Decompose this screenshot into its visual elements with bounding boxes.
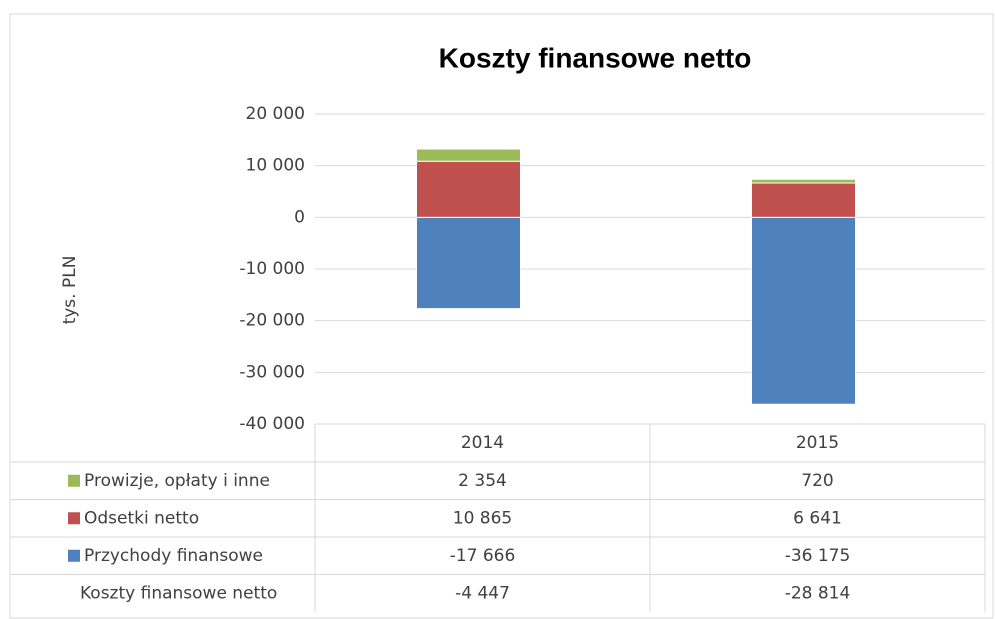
legend-swatch bbox=[68, 512, 80, 525]
y-tick-label: -10 000 bbox=[239, 259, 305, 279]
legend-swatch bbox=[68, 549, 80, 562]
legend-label: Odsetki netto bbox=[84, 508, 199, 528]
y-tick-label: -20 000 bbox=[239, 311, 305, 331]
table-cell: -36 175 bbox=[785, 546, 851, 566]
table-cell: 6 641 bbox=[793, 508, 842, 528]
table-cell: 720 bbox=[801, 471, 833, 491]
bar-segment bbox=[751, 178, 856, 184]
chart-title: Koszty finansowe netto bbox=[439, 42, 752, 73]
y-tick-label: 10 000 bbox=[246, 156, 305, 176]
x-tick-label: 2015 bbox=[796, 433, 839, 453]
y-tick-label: -30 000 bbox=[239, 362, 305, 382]
legend-label: Koszty finansowe netto bbox=[80, 583, 277, 603]
bar-segment bbox=[416, 160, 521, 218]
y-tick-label: 0 bbox=[294, 207, 305, 227]
bar-segment bbox=[751, 216, 856, 405]
chart-frame bbox=[9, 13, 994, 619]
bar-segment bbox=[416, 148, 521, 162]
legend-label: Przychody finansowe bbox=[84, 546, 263, 566]
y-tick-label: -40 000 bbox=[239, 414, 305, 434]
legend-label: Prowizje, opłaty i inne bbox=[84, 471, 270, 491]
table-cell: 10 865 bbox=[453, 508, 512, 528]
table-cell: -28 814 bbox=[785, 583, 851, 603]
y-axis-label: tys. PLN bbox=[60, 256, 80, 325]
legend-swatch bbox=[68, 474, 80, 487]
bar-segment bbox=[751, 182, 856, 218]
table-cell: -17 666 bbox=[450, 546, 516, 566]
table-cell: 2 354 bbox=[458, 471, 507, 491]
y-tick-label: 20 000 bbox=[246, 104, 305, 124]
x-tick-label: 2014 bbox=[461, 433, 504, 453]
table-cell: -4 447 bbox=[455, 583, 510, 603]
bar-segment bbox=[416, 216, 521, 310]
